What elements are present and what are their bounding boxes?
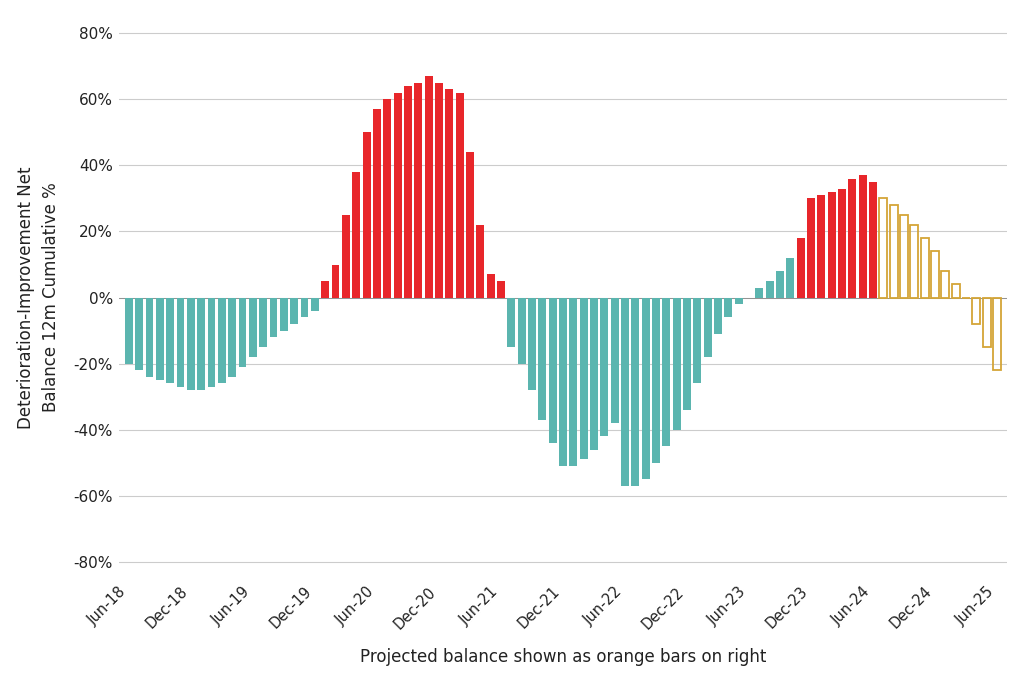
Bar bbox=[590, 298, 598, 449]
Bar bbox=[880, 199, 887, 298]
Bar bbox=[476, 225, 484, 298]
Bar bbox=[931, 251, 939, 298]
Bar bbox=[941, 271, 949, 298]
Bar bbox=[435, 83, 442, 298]
Bar bbox=[683, 298, 691, 410]
Bar bbox=[486, 275, 495, 298]
Bar bbox=[198, 298, 205, 390]
Bar bbox=[281, 298, 288, 331]
Bar bbox=[259, 298, 267, 347]
Bar bbox=[859, 176, 866, 298]
Bar bbox=[983, 298, 990, 347]
Bar bbox=[373, 109, 381, 298]
Bar bbox=[167, 298, 174, 383]
Bar bbox=[249, 298, 257, 357]
Bar bbox=[610, 298, 618, 423]
Bar bbox=[549, 298, 556, 443]
Bar bbox=[714, 298, 722, 334]
Bar bbox=[580, 298, 588, 460]
Y-axis label: Deterioration-Improvement Net
Balance 12m Cumulative %: Deterioration-Improvement Net Balance 12… bbox=[16, 167, 59, 429]
Bar bbox=[218, 298, 226, 383]
Bar bbox=[208, 298, 215, 387]
Bar bbox=[445, 89, 454, 298]
Bar bbox=[362, 133, 371, 298]
Bar bbox=[383, 99, 391, 298]
Bar bbox=[177, 298, 184, 387]
Bar bbox=[797, 238, 805, 298]
Bar bbox=[291, 298, 298, 324]
Bar bbox=[352, 172, 360, 298]
Bar bbox=[497, 281, 505, 298]
Bar bbox=[559, 298, 567, 466]
Bar bbox=[622, 298, 629, 486]
Bar bbox=[404, 86, 412, 298]
Bar bbox=[125, 298, 133, 363]
Bar bbox=[921, 238, 929, 298]
Bar bbox=[838, 189, 846, 298]
Bar bbox=[993, 298, 1000, 370]
Bar bbox=[869, 182, 877, 298]
Bar bbox=[269, 298, 278, 337]
Bar bbox=[415, 83, 422, 298]
Bar bbox=[528, 298, 536, 390]
Bar bbox=[145, 298, 154, 377]
Bar bbox=[311, 298, 318, 311]
Bar bbox=[756, 288, 763, 298]
Bar bbox=[642, 298, 649, 479]
Bar bbox=[228, 298, 237, 377]
X-axis label: Projected balance shown as orange bars on right: Projected balance shown as orange bars o… bbox=[359, 648, 766, 667]
Bar bbox=[342, 215, 350, 298]
Bar bbox=[332, 264, 340, 298]
Bar bbox=[632, 298, 639, 486]
Bar bbox=[724, 298, 732, 318]
Bar bbox=[951, 284, 959, 298]
Bar bbox=[466, 152, 474, 298]
Bar bbox=[786, 258, 795, 298]
Bar bbox=[693, 298, 701, 383]
Bar bbox=[973, 298, 980, 324]
Bar bbox=[652, 298, 659, 463]
Bar bbox=[900, 215, 908, 298]
Bar bbox=[239, 298, 247, 367]
Bar bbox=[827, 192, 836, 298]
Bar bbox=[156, 298, 164, 380]
Bar bbox=[703, 298, 712, 357]
Bar bbox=[301, 298, 308, 318]
Bar bbox=[135, 298, 143, 370]
Bar bbox=[817, 195, 825, 298]
Bar bbox=[508, 298, 515, 347]
Bar bbox=[187, 298, 195, 390]
Bar bbox=[890, 205, 897, 298]
Bar bbox=[425, 76, 432, 298]
Bar bbox=[663, 298, 670, 446]
Bar bbox=[456, 93, 464, 298]
Bar bbox=[518, 298, 525, 363]
Bar bbox=[776, 271, 783, 298]
Bar bbox=[807, 199, 815, 298]
Bar bbox=[600, 298, 608, 436]
Bar bbox=[766, 281, 773, 298]
Bar bbox=[735, 298, 742, 304]
Bar bbox=[849, 178, 856, 298]
Bar bbox=[539, 298, 546, 420]
Bar bbox=[569, 298, 578, 466]
Bar bbox=[322, 281, 329, 298]
Bar bbox=[394, 93, 401, 298]
Bar bbox=[673, 298, 681, 430]
Bar bbox=[910, 225, 919, 298]
